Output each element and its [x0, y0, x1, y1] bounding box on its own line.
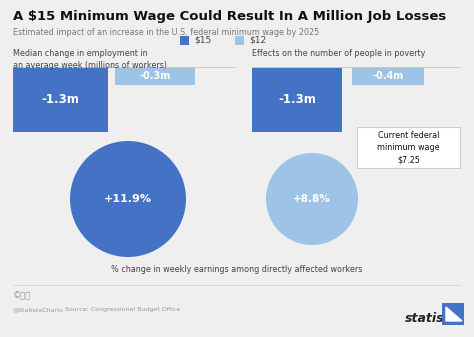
Text: Median change in employment in
an average week (millions of workers): Median change in employment in an averag… [13, 49, 167, 70]
Text: ©ⓘⓢ: ©ⓘⓢ [13, 291, 31, 300]
Text: -1.3m: -1.3m [42, 93, 80, 106]
Text: -0.4m: -0.4m [373, 71, 404, 81]
FancyBboxPatch shape [442, 303, 464, 325]
Text: $12: $12 [249, 35, 266, 44]
Text: $15: $15 [194, 35, 211, 44]
Text: Estimated impact of an increase in the U.S. federal minimum wage by 2025: Estimated impact of an increase in the U… [13, 28, 319, 37]
Text: -0.3m: -0.3m [139, 71, 171, 81]
FancyBboxPatch shape [252, 67, 342, 132]
Text: Effects on the number of people in poverty: Effects on the number of people in pover… [252, 49, 425, 58]
FancyBboxPatch shape [235, 35, 244, 44]
Ellipse shape [266, 153, 358, 245]
FancyBboxPatch shape [357, 127, 460, 168]
Text: +8.8%: +8.8% [293, 194, 331, 204]
Text: % change in weekly earnings among directly affected workers: % change in weekly earnings among direct… [111, 265, 363, 274]
FancyBboxPatch shape [13, 67, 108, 132]
Polygon shape [446, 307, 462, 321]
FancyBboxPatch shape [352, 67, 424, 85]
Ellipse shape [70, 141, 186, 257]
FancyBboxPatch shape [115, 67, 195, 85]
Text: statista: statista [405, 312, 459, 325]
Text: A $15 Minimum Wage Could Result In A Million Job Losses: A $15 Minimum Wage Could Result In A Mil… [13, 10, 446, 23]
Text: Source: Congressional Budget Office: Source: Congressional Budget Office [65, 307, 180, 312]
FancyBboxPatch shape [180, 35, 189, 44]
Text: Current federal
minimum wage
$7.25: Current federal minimum wage $7.25 [377, 130, 440, 164]
Text: @StatistaCharts: @StatistaCharts [13, 307, 64, 312]
Text: -1.3m: -1.3m [278, 93, 316, 106]
Text: +11.9%: +11.9% [104, 194, 152, 204]
